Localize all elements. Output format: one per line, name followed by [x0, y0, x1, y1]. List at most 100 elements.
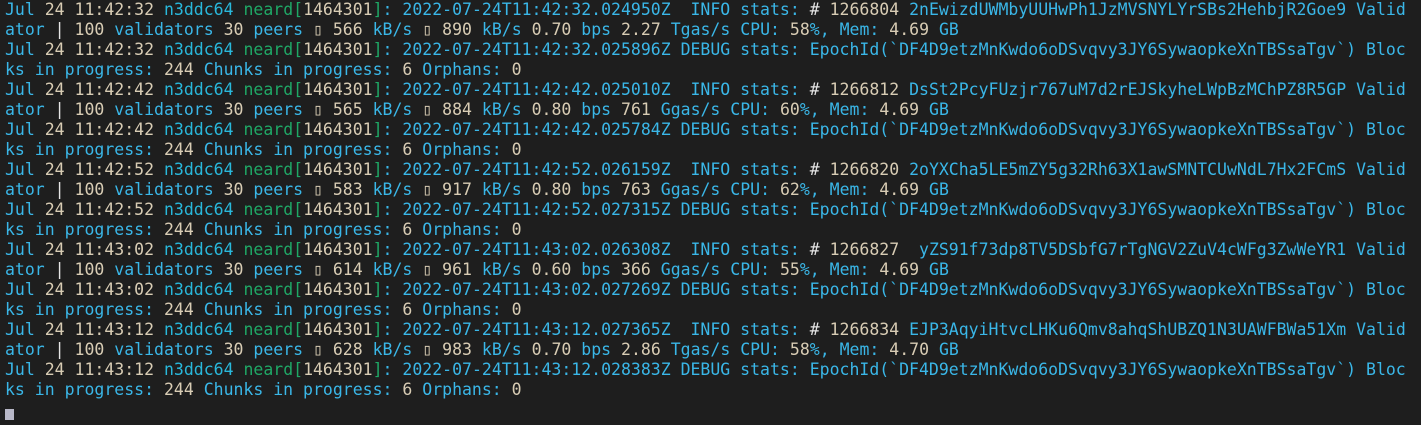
token: 0 [511, 380, 522, 399]
log-header: 2022-07-24T11:42:32.024950Z INFO stats: [392, 0, 800, 19]
token: 30 [223, 340, 244, 359]
bracket: [ [293, 280, 304, 299]
space [154, 160, 164, 179]
colon: : [382, 0, 393, 19]
token: 1266827 [829, 240, 900, 259]
log-hostname: n3ddc64 [163, 240, 234, 259]
log-pid: 1464301 [303, 280, 373, 299]
token: 30 [223, 180, 244, 199]
log-header: 2022-07-24T11:43:02.027269Z DEBUG stats: [392, 280, 800, 299]
token: | [54, 340, 65, 359]
token: 244 [163, 300, 194, 319]
log-month: Jul [5, 40, 35, 59]
log-line: Jul 24 11:42:52 n3ddc64 neard[1464301]: … [5, 160, 1416, 200]
token: ▯ [422, 340, 433, 359]
bracket: ] [372, 200, 383, 219]
log-time: 24 11:43:12 [34, 360, 155, 379]
log-month: Jul [5, 200, 35, 219]
token: 6 [402, 60, 413, 79]
token: 6 [402, 140, 413, 159]
log-message: EpochId(`DF4D9etzMnKwdo6oDSvqvy3JY6Sywao… [5, 360, 1406, 399]
token: 0 [511, 220, 522, 239]
log-process: neard [243, 320, 294, 339]
space [234, 200, 244, 219]
token: 62 [779, 180, 800, 199]
log-month: Jul [5, 0, 35, 19]
token: 4.70 [889, 340, 930, 359]
bracket: ] [372, 0, 383, 19]
token: 244 [163, 60, 194, 79]
token: ▯ [422, 180, 433, 199]
token: | [54, 180, 65, 199]
token: 583 [332, 180, 363, 199]
log-time: 24 11:42:52 [34, 160, 155, 179]
token: ▯ [313, 180, 323, 199]
log-pid: 1464301 [303, 120, 373, 139]
log-time: 24 11:42:42 [34, 80, 155, 99]
token: 917 [442, 180, 472, 199]
log-message: EpochId(`DF4D9etzMnKwdo6oDSvqvy3JY6Sywao… [5, 280, 1406, 319]
log-header: 2022-07-24T11:42:52.027315Z DEBUG stats: [392, 200, 800, 219]
token: 0 [511, 60, 522, 79]
token: 58 [789, 340, 810, 359]
token: ▯ [313, 20, 323, 39]
space [154, 80, 164, 99]
colon: : [382, 240, 393, 259]
token: 100 [74, 100, 105, 119]
token: 100 [74, 340, 105, 359]
colon: : [382, 120, 393, 139]
log-process: neard [243, 80, 294, 99]
log-month: Jul [5, 280, 35, 299]
bracket: [ [293, 160, 304, 179]
token: 244 [163, 140, 194, 159]
log-message: # 1266804 2nEwizdUWMbyUUHwPh1JzMVSNYLYrS… [5, 0, 1406, 39]
token: 565 [332, 100, 363, 119]
log-line: Jul 24 11:42:42 n3ddc64 neard[1464301]: … [5, 120, 1416, 160]
log-header: 2022-07-24T11:42:52.026159Z INFO stats: [392, 160, 800, 179]
log-month: Jul [5, 160, 35, 179]
log-hostname: n3ddc64 [163, 360, 234, 379]
space [234, 360, 244, 379]
token: 628 [332, 340, 363, 359]
log-month: Jul [5, 80, 35, 99]
token: 100 [74, 260, 105, 279]
token: 0.60 [531, 260, 572, 279]
log-hostname: n3ddc64 [163, 280, 234, 299]
log-header: 2022-07-24T11:42:42.025784Z DEBUG stats: [392, 120, 800, 139]
token: 100 [74, 180, 105, 199]
token: 6 [402, 380, 413, 399]
log-process: neard [243, 280, 294, 299]
token: 0.70 [531, 340, 572, 359]
space [234, 160, 244, 179]
token: 4.69 [879, 180, 920, 199]
bracket: ] [372, 280, 383, 299]
log-month: Jul [5, 360, 35, 379]
log-header: 2022-07-24T11:43:12.027365Z INFO stats: [392, 320, 800, 339]
token: 100 [74, 20, 105, 39]
token: 30 [223, 260, 244, 279]
token: 566 [332, 20, 363, 39]
token: 244 [163, 220, 194, 239]
log-message: EpochId(`DF4D9etzMnKwdo6oDSvqvy3JY6Sywao… [5, 120, 1406, 159]
space [234, 240, 244, 259]
token: 0.80 [531, 100, 572, 119]
log-hostname: n3ddc64 [163, 320, 234, 339]
log-process: neard [243, 160, 294, 179]
colon: : [382, 160, 393, 179]
log-message: EpochId(`DF4D9etzMnKwdo6oDSvqvy3JY6Sywao… [5, 200, 1406, 239]
log-time: 24 11:43:02 [34, 280, 155, 299]
bracket: [ [293, 40, 304, 59]
log-hostname: n3ddc64 [163, 200, 234, 219]
log-message: # 1266812 DsSt2PcyFUzjr767uM7d2rEJSkyheL… [5, 80, 1406, 119]
bracket: [ [293, 120, 304, 139]
space [234, 40, 244, 59]
log-hostname: n3ddc64 [163, 0, 234, 19]
token: 890 [442, 20, 472, 39]
log-time: 24 11:43:12 [34, 320, 155, 339]
log-time: 24 11:42:42 [34, 120, 155, 139]
log-pid: 1464301 [303, 360, 373, 379]
log-message: # 1266834 EJP3AqyiHtvcLHKu6Qmv8ahqShUBZQ… [5, 320, 1406, 359]
token: ▯ [422, 20, 433, 39]
token: 58 [789, 20, 810, 39]
